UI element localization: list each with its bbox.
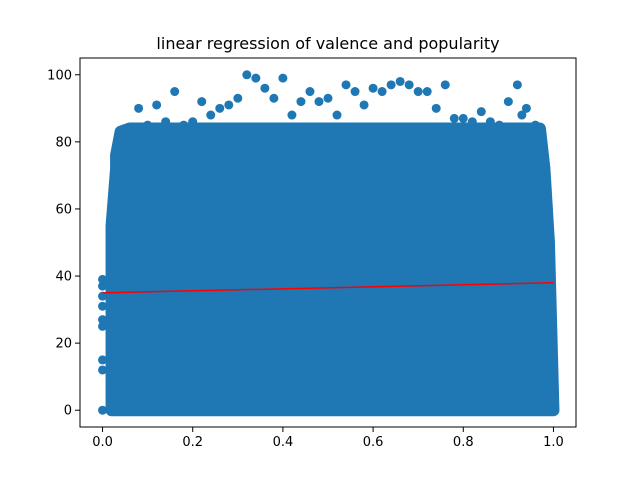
scatter-point	[350, 87, 360, 97]
scatter-point	[98, 274, 108, 284]
scatter-point	[287, 110, 297, 120]
scatter-point	[179, 120, 189, 130]
x-tick-label: 1.0	[543, 435, 564, 450]
scatter-point	[305, 87, 315, 97]
scatter-point	[535, 123, 545, 133]
regression-line	[102, 282, 554, 294]
scatter-point	[170, 87, 180, 97]
scatter-point	[116, 127, 126, 137]
scatter-point	[188, 117, 198, 127]
scatter-point	[152, 100, 162, 110]
y-tick-label: 0	[64, 404, 72, 419]
y-tick-label: 60	[55, 202, 72, 217]
scatter-point	[215, 103, 225, 113]
scatter-point	[431, 103, 441, 113]
scatter-point	[161, 117, 171, 127]
scatter-point	[512, 80, 522, 90]
scatter-point	[98, 321, 108, 331]
scatter-point-cloud	[105, 122, 560, 417]
scatter-point	[386, 80, 396, 90]
scatter-point	[422, 87, 432, 97]
scatter-point	[125, 123, 135, 133]
x-tick-label: 0.4	[273, 435, 294, 450]
scatter-point	[377, 87, 387, 97]
y-tick-label: 40	[55, 270, 72, 285]
scatter-point	[98, 301, 108, 311]
y-axis: 0 20 40 60 80 100	[47, 68, 80, 419]
scatter-point	[359, 100, 369, 110]
scatter-point	[134, 103, 144, 113]
point-cloud-mass	[105, 122, 560, 417]
y-tick-label: 20	[55, 337, 72, 352]
scatter-point	[458, 113, 468, 123]
scatter-point	[98, 355, 108, 365]
x-axis: 0.0 0.2 0.4 0.6 0.8 1.0	[92, 427, 564, 450]
x-tick-label: 0.6	[363, 435, 384, 450]
y-tick-label: 100	[47, 68, 72, 83]
scatter-point	[395, 76, 405, 86]
scatter-point	[485, 117, 495, 127]
scatter-point	[242, 70, 252, 80]
scatter-point	[224, 100, 234, 110]
scatter-point	[206, 110, 216, 120]
scatter-point	[269, 93, 279, 103]
scatter-point	[98, 405, 108, 415]
scatter-point	[233, 93, 243, 103]
scatter-point	[476, 107, 486, 117]
scatter-point	[107, 392, 117, 402]
scatter-point	[544, 335, 554, 345]
scatter-point	[98, 365, 108, 375]
scatter-point	[449, 113, 459, 123]
scatter-point	[341, 80, 351, 90]
scatter-point	[494, 120, 504, 130]
scatter-point	[413, 87, 423, 97]
scatter-point	[548, 402, 558, 412]
scatter-point	[98, 291, 108, 301]
scatter-points	[98, 70, 558, 415]
scatter-point	[197, 97, 207, 107]
scatter-point	[278, 73, 288, 83]
scatter-point	[332, 110, 342, 120]
scatter-point	[296, 97, 306, 107]
scatter-point	[467, 117, 477, 127]
scatter-point	[440, 80, 450, 90]
chart-title: linear regression of valence and popular…	[156, 34, 499, 53]
scatter-point	[548, 392, 558, 402]
scatter-point	[260, 83, 270, 93]
y-tick-label: 80	[55, 135, 72, 150]
scatter-point	[314, 97, 324, 107]
x-tick-label: 0.0	[92, 435, 113, 450]
scatter-point	[503, 97, 513, 107]
scatter-point	[98, 315, 108, 325]
scatter-point	[111, 150, 121, 160]
scatter-point	[143, 120, 153, 130]
plot-frame	[79, 57, 577, 428]
scatter-point	[98, 281, 108, 291]
x-tick-label: 0.8	[453, 435, 474, 450]
scatter-point	[323, 93, 333, 103]
x-tick-label: 0.2	[182, 435, 203, 450]
scatter-point	[251, 73, 261, 83]
scatter-point	[517, 110, 527, 120]
regression-line-group	[102, 282, 554, 294]
scatter-point	[404, 80, 414, 90]
scatter-point	[368, 83, 378, 93]
scatter-point	[521, 103, 531, 113]
